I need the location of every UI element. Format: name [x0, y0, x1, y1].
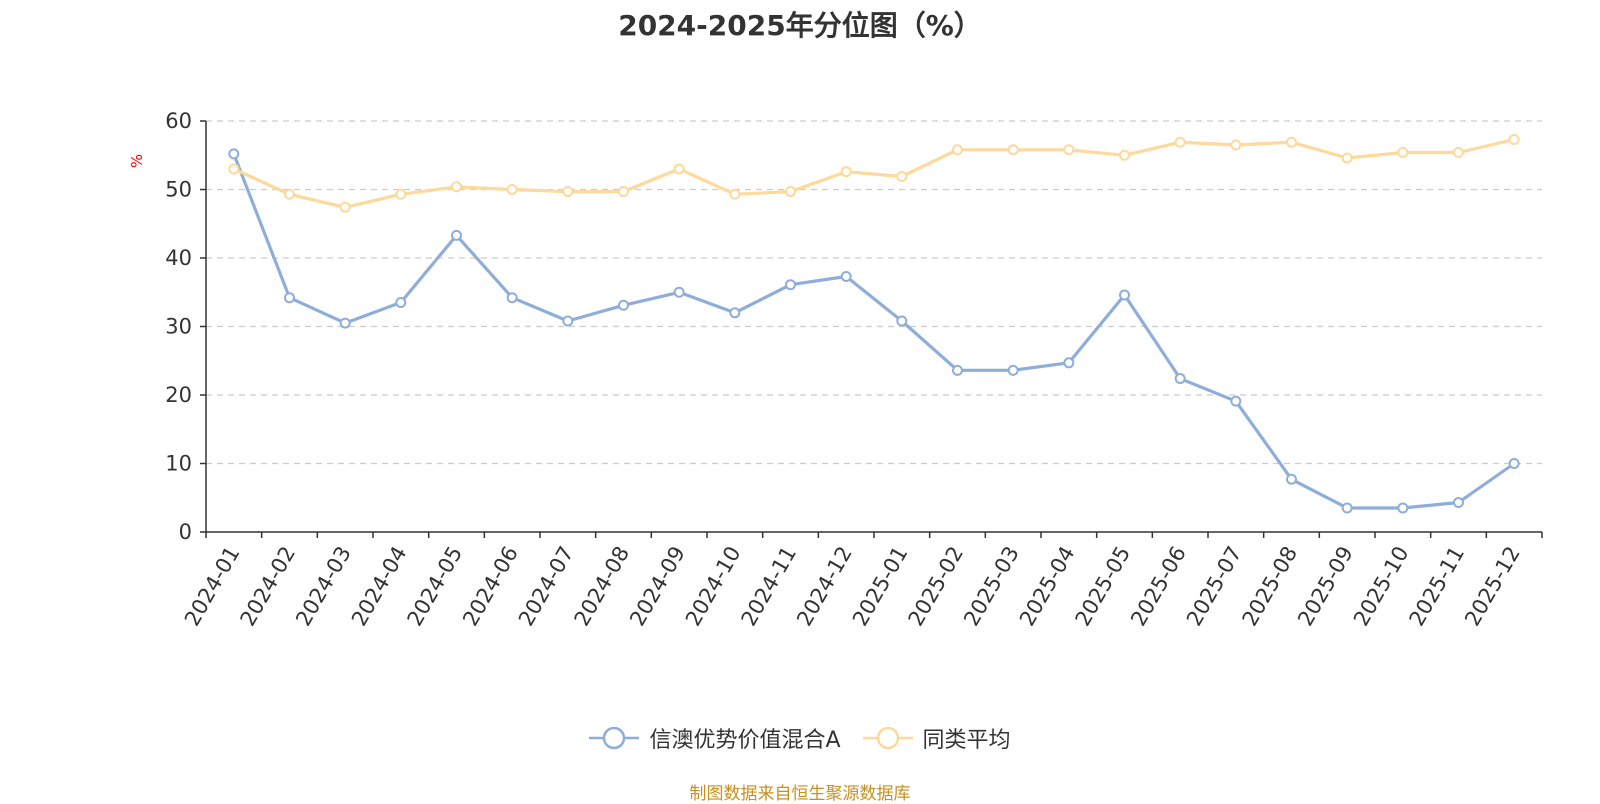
data-point-fund	[729, 307, 741, 319]
data-point-fund	[952, 364, 963, 376]
data-point-fund	[896, 315, 908, 327]
data-source-note: 制图数据来自恒生聚源数据库	[689, 784, 911, 804]
legend-marker-peer-average-icon	[862, 726, 913, 750]
data-point-fund	[1453, 497, 1464, 509]
x-tick-label: 2024-06	[458, 542, 523, 630]
data-point-fund	[228, 148, 240, 160]
legend-item-peer-average[interactable]: 同类平均	[862, 722, 1011, 754]
data-point-peer-average	[1007, 144, 1019, 156]
data-point-peer-average	[1063, 144, 1075, 156]
data-point-fund	[1508, 458, 1520, 469]
data-point-fund	[1286, 473, 1297, 485]
x-tick-label: 2024-10	[681, 542, 746, 630]
x-tick-label: 2025-10	[1349, 542, 1414, 630]
x-tick-label: 2025-06	[1126, 542, 1191, 630]
data-point-fund	[395, 297, 407, 309]
legend: 信澳优势价值混合A 同类平均	[0, 722, 1600, 754]
data-point-fund	[451, 229, 462, 241]
data-point-peer-average	[451, 181, 462, 193]
legend-marker-fund-icon	[589, 726, 640, 750]
x-tick-label: 2025-01	[848, 542, 913, 630]
data-point-peer-average	[1453, 147, 1464, 159]
x-tick-label: 2024-01	[180, 542, 245, 630]
data-point-peer-average	[1286, 136, 1297, 148]
data-point-peer-average	[618, 186, 629, 198]
x-tick-label: 2024-08	[570, 542, 635, 630]
data-point-fund	[506, 292, 518, 304]
data-point-fund	[562, 315, 574, 327]
data-point-peer-average	[785, 186, 796, 198]
y-tick-label: 40	[165, 246, 192, 270]
data-point-peer-average	[562, 186, 574, 198]
data-point-peer-average	[1341, 152, 1353, 164]
data-point-fund	[1341, 502, 1353, 514]
data-point-peer-average	[1397, 147, 1409, 159]
legend-label-fund: 信澳优势价值混合A	[649, 728, 841, 753]
data-point-peer-average	[1174, 136, 1186, 148]
y-tick-label: 0	[179, 520, 192, 544]
series-line-fund	[232, 153, 1516, 510]
x-tick-label: 2024-09	[625, 542, 690, 630]
data-point-fund	[840, 270, 852, 282]
data-point-fund	[1397, 502, 1409, 514]
data-point-fund	[284, 292, 295, 304]
x-tick-label: 2025-11	[1405, 542, 1470, 630]
data-point-fund	[339, 317, 351, 329]
legend-label-peer-average: 同类平均	[922, 728, 1011, 753]
data-point-fund	[1007, 364, 1019, 376]
x-tick-label: 2025-05	[1071, 542, 1136, 630]
data-point-fund	[673, 286, 685, 298]
y-tick-label: 60	[165, 109, 192, 133]
data-point-peer-average	[673, 163, 685, 175]
data-point-peer-average	[840, 166, 852, 178]
x-tick-label: 2024-04	[347, 542, 412, 630]
x-tick-label: 2025-09	[1293, 542, 1358, 630]
series-line-peer-average	[233, 137, 1515, 209]
x-tick-label: 2025-07	[1182, 542, 1247, 630]
legend-item-fund[interactable]: 信澳优势价值混合A	[589, 722, 841, 754]
data-point-peer-average	[729, 188, 741, 200]
x-tick-label: 2024-12	[792, 542, 857, 630]
y-tick-label: 30	[165, 315, 192, 339]
x-tick-label: 2025-08	[1238, 542, 1303, 630]
x-tick-label: 2024-11	[737, 542, 802, 630]
data-point-peer-average	[395, 188, 407, 200]
x-tick-label: 2024-05	[403, 542, 468, 630]
data-point-peer-average	[228, 163, 240, 175]
data-point-peer-average	[896, 170, 908, 182]
data-point-fund	[618, 299, 629, 311]
x-tick-label: 2024-02	[236, 542, 301, 630]
y-tick-label: 10	[165, 452, 192, 476]
data-point-peer-average	[1230, 139, 1242, 151]
x-tick-label: 2025-03	[959, 542, 1024, 630]
data-point-peer-average	[339, 201, 351, 213]
x-tick-label: 2024-07	[514, 542, 579, 630]
y-tick-label: 50	[165, 178, 192, 202]
data-point-fund	[1174, 373, 1186, 385]
y-tick-label: 20	[165, 383, 192, 407]
data-point-peer-average	[1508, 133, 1520, 145]
data-point-fund	[1119, 289, 1130, 301]
data-point-fund	[785, 279, 796, 291]
data-point-peer-average	[284, 188, 295, 200]
x-tick-label: 2024-03	[291, 542, 356, 630]
x-tick-label: 2025-02	[904, 542, 969, 630]
data-point-peer-average	[1119, 149, 1130, 161]
data-point-peer-average	[506, 184, 518, 195]
x-tick-label: 2025-12	[1460, 542, 1525, 630]
data-point-fund	[1230, 395, 1242, 407]
data-point-peer-average	[952, 144, 963, 156]
x-tick-label: 2025-04	[1015, 542, 1080, 630]
data-point-fund	[1063, 357, 1075, 369]
chart-title: 2024-2025年分位图（%）	[618, 9, 982, 42]
